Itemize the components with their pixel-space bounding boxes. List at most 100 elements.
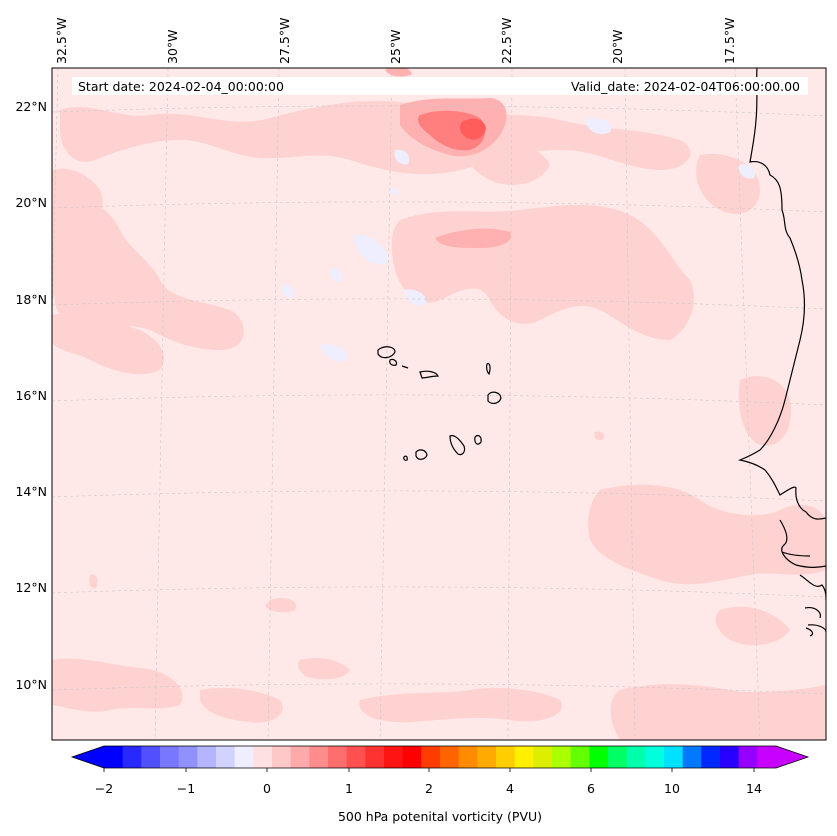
colorbar-cell: [720, 746, 740, 768]
pv-field-contours: [52, 100, 826, 740]
colorbar-cell: [365, 746, 385, 768]
africa-coast: [737, 68, 826, 637]
colorbar-cell: [104, 746, 124, 768]
colorbar-cell: [122, 746, 142, 768]
date-label-box: [72, 77, 808, 95]
colorbar-cell: [458, 746, 478, 768]
colorbar-cell: [290, 746, 310, 768]
colorbar-cell: [178, 746, 198, 768]
map-frame: [51, 67, 827, 741]
island-sal: [486, 363, 491, 376]
colorbar-cell: [234, 746, 254, 768]
latitude-gridline: [52, 683, 826, 695]
lon-label: 20°W: [610, 29, 625, 64]
colorbar-cells: [104, 746, 777, 768]
latitude-gridline: [52, 394, 826, 406]
island-maio: [474, 435, 482, 445]
colorbar-cell: [664, 746, 684, 768]
island-santo-antao: [377, 346, 396, 359]
colorbar-tick-label: 4: [506, 781, 514, 796]
colorbar-tick-label: −2: [95, 781, 113, 796]
map-panel: [52, 68, 826, 740]
colorbar-cell: [570, 746, 590, 768]
lon-label: 22.5°W: [499, 18, 514, 64]
colorbar-cell: [421, 746, 441, 768]
colorbar-tick-labels: −2 −1 0 1 2 4 6 10 14: [95, 781, 762, 796]
lat-label: 16°N: [15, 388, 47, 403]
island-brava: [403, 455, 408, 461]
colorbar-cell: [402, 746, 422, 768]
start-date-label: Start date: 2024-02-04_00:00:00: [78, 79, 284, 94]
lon-label: 27.5°W: [277, 18, 292, 64]
lat-label: 14°N: [15, 484, 47, 499]
colorbar-right-extend: [776, 746, 808, 768]
lon-label: 17.5°W: [722, 18, 737, 64]
longitude-gridline: [154, 68, 169, 740]
colorbar-cell: [309, 746, 329, 768]
colorbar-cell: [608, 746, 628, 768]
colorbar-cell: [757, 746, 777, 768]
colorbar-cell: [682, 746, 702, 768]
lat-label: 20°N: [15, 195, 47, 210]
colorbar-cell: [645, 746, 665, 768]
colorbar-label: 500 hPa potenital vorticity (PVU): [338, 809, 542, 824]
longitude-gridline: [267, 68, 280, 740]
island-boa-vista: [487, 391, 502, 404]
colorbar-tick-label: 6: [587, 781, 595, 796]
lat-label: 12°N: [15, 580, 47, 595]
longitude-gridline: [734, 68, 761, 740]
lon-label: 30°W: [165, 29, 180, 64]
latitude-gridline: [52, 490, 826, 502]
colorbar-cell: [589, 746, 609, 768]
latitude-gridline: [52, 298, 826, 310]
colorbar-cell: [738, 746, 758, 768]
graticule: [52, 68, 826, 740]
colorbar-tick-label: 2: [425, 781, 433, 796]
colorbar-cell: [626, 746, 646, 768]
island-santiago: [449, 435, 466, 456]
colorbar-tick-label: 1: [345, 781, 353, 796]
island-sao-vicente: [389, 358, 398, 366]
colorbar-left-extend: [72, 746, 104, 768]
colorbar-cell: [701, 746, 721, 768]
colorbar-ticks: [103, 768, 755, 772]
colorbar-tick-label: 14: [746, 781, 762, 796]
colorbar-cell: [384, 746, 404, 768]
colorbar-cell: [253, 746, 273, 768]
colorbar-cell: [272, 746, 292, 768]
colorbar-cell: [477, 746, 497, 768]
lat-label: 22°N: [15, 99, 47, 114]
lat-label: 18°N: [15, 292, 47, 307]
colorbar-cell: [496, 746, 516, 768]
colorbar-tick-label: 10: [664, 781, 680, 796]
colorbar-cell: [440, 746, 460, 768]
latitude-gridline: [52, 201, 826, 213]
pv-field-negative: [282, 118, 756, 362]
colorbar-tick-label: −1: [177, 781, 195, 796]
colorbar-cell: [216, 746, 236, 768]
colorbar-cell: [346, 746, 366, 768]
longitude-gridline: [507, 68, 513, 740]
valid-date-label: Valid_date: 2024-02-04T06:00:00.00: [571, 79, 800, 94]
lat-label: 10°N: [15, 677, 47, 692]
island-santa-luzia: [401, 365, 409, 369]
colorbar-cell: [141, 746, 161, 768]
island-sao-nicolau: [419, 370, 439, 379]
colorbar-cell: [514, 746, 534, 768]
longitude-gridline: [379, 68, 393, 740]
colorbar-cell: [552, 746, 572, 768]
cape-verde-islands: [377, 346, 502, 461]
coastline: [737, 68, 826, 637]
lon-label: 25°W: [388, 29, 403, 64]
longitude-gridline: [624, 68, 636, 740]
colorbar-cell: [328, 746, 348, 768]
colorbar-tick-label: 0: [263, 781, 271, 796]
latitude-labels: 22°N 20°N 18°N 16°N 14°N 12°N 10°N: [15, 99, 47, 692]
latitude-gridline: [52, 105, 826, 117]
island-fogo: [415, 449, 428, 460]
latitude-gridline: [52, 586, 826, 598]
longitude-labels: 32.5°W 30°W 27.5°W 25°W 22.5°W 20°W 17.5…: [54, 18, 737, 64]
lon-label: 32.5°W: [54, 18, 69, 64]
colorbar-cell: [160, 746, 180, 768]
